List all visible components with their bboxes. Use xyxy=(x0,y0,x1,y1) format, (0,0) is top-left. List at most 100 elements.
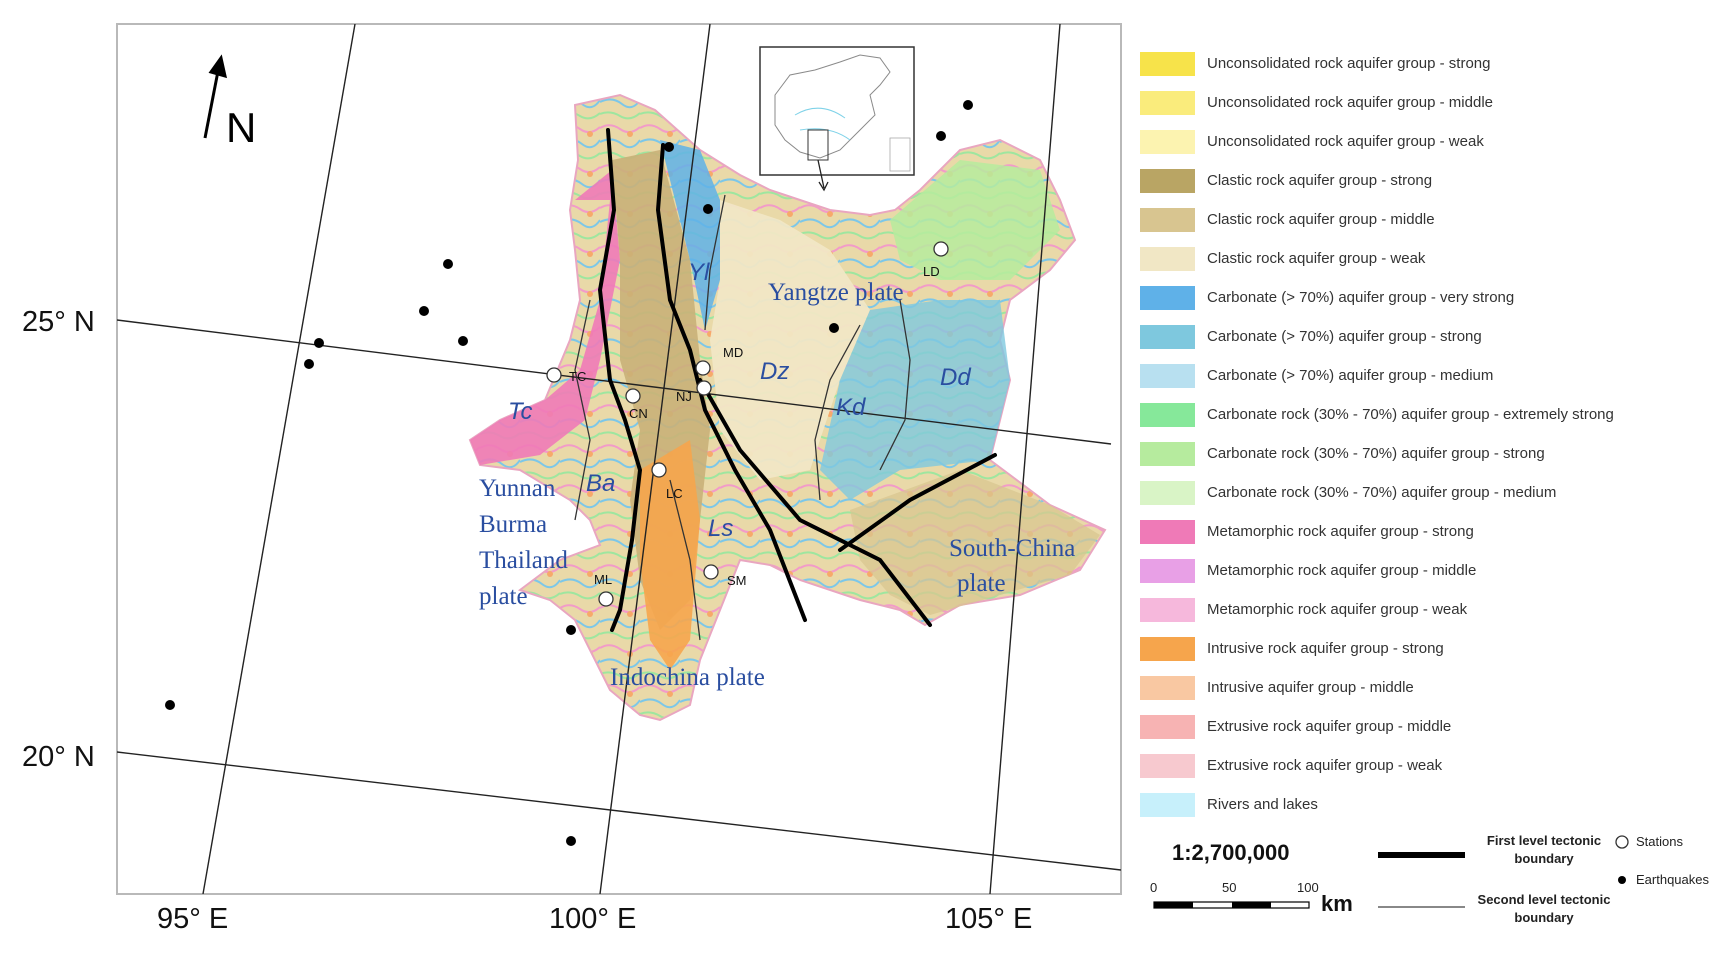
scale-bar xyxy=(1153,901,1310,909)
legend-label: Metamorphic rock aquifer group - strong xyxy=(1207,523,1474,540)
earthquake-legend-icon xyxy=(1618,876,1626,884)
legend-label: Clastic rock aquifer group - weak xyxy=(1207,250,1426,267)
block-label-tc: Tc xyxy=(508,398,532,425)
legend-item: Metamorphic rock aquifer group - middle xyxy=(1140,551,1730,590)
legend-item: Clastic rock aquifer group - middle xyxy=(1140,200,1730,239)
plate-label-indochina: Indochina plate xyxy=(610,664,765,691)
lon-label-100: 100° E xyxy=(549,903,636,935)
north-label: N xyxy=(226,104,256,151)
legend-label: Carbonate rock (30% - 70%) aquifer group… xyxy=(1207,445,1545,462)
station-label-ml: ML xyxy=(594,572,612,587)
legend-label: Carbonate rock (30% - 70%) aquifer group… xyxy=(1207,406,1614,423)
station-label-md: MD xyxy=(723,345,743,360)
legend-label: Carbonate (> 70%) aquifer group - strong xyxy=(1207,328,1482,345)
legend-swatch xyxy=(1140,792,1195,817)
scale-tick-0: 0 xyxy=(1150,880,1158,895)
plate-label-yunnan-3: Thailand xyxy=(479,547,568,574)
legend-item: Carbonate rock (30% - 70%) aquifer group… xyxy=(1140,395,1730,434)
lon-label-105: 105° E xyxy=(945,903,1032,935)
zone-ls-intrusive xyxy=(640,440,700,670)
legend-swatch xyxy=(1140,168,1195,193)
lon-label-95: 95° E xyxy=(157,903,228,935)
station-markers xyxy=(546,241,949,607)
legend-swatch xyxy=(1140,597,1195,622)
legend-item: Carbonate (> 70%) aquifer group - medium xyxy=(1140,356,1730,395)
legend-item: Metamorphic rock aquifer group - strong xyxy=(1140,512,1730,551)
legend-swatch xyxy=(1140,285,1195,310)
china-inset-frame xyxy=(759,46,915,176)
station-marker-cn xyxy=(625,388,641,404)
legend-swatch xyxy=(1140,246,1195,271)
scale-tick-50: 50 xyxy=(1222,880,1237,895)
zone-yl-carbonate xyxy=(660,140,720,330)
block-label-ls: Ls xyxy=(708,515,733,542)
first-level-legend-label: First level tectonic boundary xyxy=(1486,833,1602,866)
legend-swatch xyxy=(1140,714,1195,739)
plate-label-southchina-2: plate xyxy=(957,570,1006,597)
lat-label-25: 25° N xyxy=(22,306,95,338)
station-label-tc: TC xyxy=(569,369,586,384)
station-label-cn: CN xyxy=(629,406,648,421)
scale-unit: km xyxy=(1321,891,1353,916)
legend-swatch xyxy=(1140,363,1195,388)
legend-item: Carbonate (> 70%) aquifer group - strong xyxy=(1140,317,1730,356)
legend-swatch xyxy=(1140,441,1195,466)
legend-item: Carbonate (> 70%) aquifer group - very s… xyxy=(1140,278,1730,317)
legend-swatch xyxy=(1140,480,1195,505)
legend-label: Unconsolidated rock aquifer group - stro… xyxy=(1207,55,1491,72)
legend-swatch xyxy=(1140,207,1195,232)
scale-tick-100: 100 xyxy=(1297,880,1319,895)
legend-item: Intrusive aquifer group - middle xyxy=(1140,668,1730,707)
plate-label-yunnan-1: Yunnan xyxy=(479,475,556,502)
legend-item: Extrusive rock aquifer group - weak xyxy=(1140,746,1730,785)
legend-label: Metamorphic rock aquifer group - middle xyxy=(1207,562,1477,579)
legend-item: Rivers and lakes xyxy=(1140,785,1730,824)
plate-label-yunnan-2: Burma xyxy=(479,511,547,538)
station-label-nj: NJ xyxy=(676,389,692,404)
plate-label-yunnan-4: plate xyxy=(479,583,528,610)
block-label-yl: Yl xyxy=(688,259,710,286)
station-marker-nj xyxy=(696,380,712,396)
legend-label: Rivers and lakes xyxy=(1207,796,1318,813)
legend-swatch xyxy=(1140,129,1195,154)
scale-ratio: 1:2,700,000 xyxy=(1172,840,1290,865)
legend-swatch xyxy=(1140,519,1195,544)
block-label-dz: Dz xyxy=(760,358,789,385)
legend-swatch xyxy=(1140,90,1195,115)
legend-label: Extrusive rock aquifer group - middle xyxy=(1207,718,1452,735)
block-label-kd: Kd xyxy=(836,394,866,421)
station-marker-ml xyxy=(598,591,614,607)
station-label-lc: LC xyxy=(666,486,683,501)
legend-item: Unconsolidated rock aquifer group - stro… xyxy=(1140,44,1730,83)
station-marker-lc xyxy=(651,462,667,478)
legend-label: Intrusive aquifer group - middle xyxy=(1207,679,1414,696)
block-label-ba: Ba xyxy=(586,470,615,497)
legend-item: Unconsolidated rock aquifer group - weak xyxy=(1140,122,1730,161)
legend-swatch xyxy=(1140,51,1195,76)
inset-south-sea-box xyxy=(889,137,911,172)
legend-item: Unconsolidated rock aquifer group - midd… xyxy=(1140,83,1730,122)
zone-ld-green xyxy=(890,160,1060,280)
station-label-ld: LD xyxy=(923,264,940,279)
station-label-sm: SM xyxy=(727,573,747,588)
legend-item: Intrusive rock aquifer group - strong xyxy=(1140,629,1730,668)
legend-label: Unconsolidated rock aquifer group - weak xyxy=(1207,133,1484,150)
legend-swatch xyxy=(1140,402,1195,427)
station-marker-ld xyxy=(933,241,949,257)
earthquake-markers xyxy=(165,100,973,846)
legend-label: Carbonate (> 70%) aquifer group - very s… xyxy=(1207,289,1515,306)
block-label-dd: Dd xyxy=(940,364,971,391)
legend-label: Extrusive rock aquifer group - weak xyxy=(1207,757,1443,774)
legend-swatch xyxy=(1140,558,1195,583)
zone-tc-metamorphic xyxy=(470,170,620,465)
legend-swatch xyxy=(1140,636,1195,661)
legend-item: Metamorphic rock aquifer group - weak xyxy=(1140,590,1730,629)
second-level-legend-label: Second level tectonic boundary xyxy=(1477,892,1611,925)
zone-dz-clastic-weak xyxy=(710,200,870,480)
legend-label: Metamorphic rock aquifer group - weak xyxy=(1207,601,1468,618)
north-arrow-icon xyxy=(203,54,228,139)
legend-swatch xyxy=(1140,753,1195,778)
plate-label-southchina-1: South-China xyxy=(949,535,1075,562)
first-level-boundaries xyxy=(597,128,997,632)
